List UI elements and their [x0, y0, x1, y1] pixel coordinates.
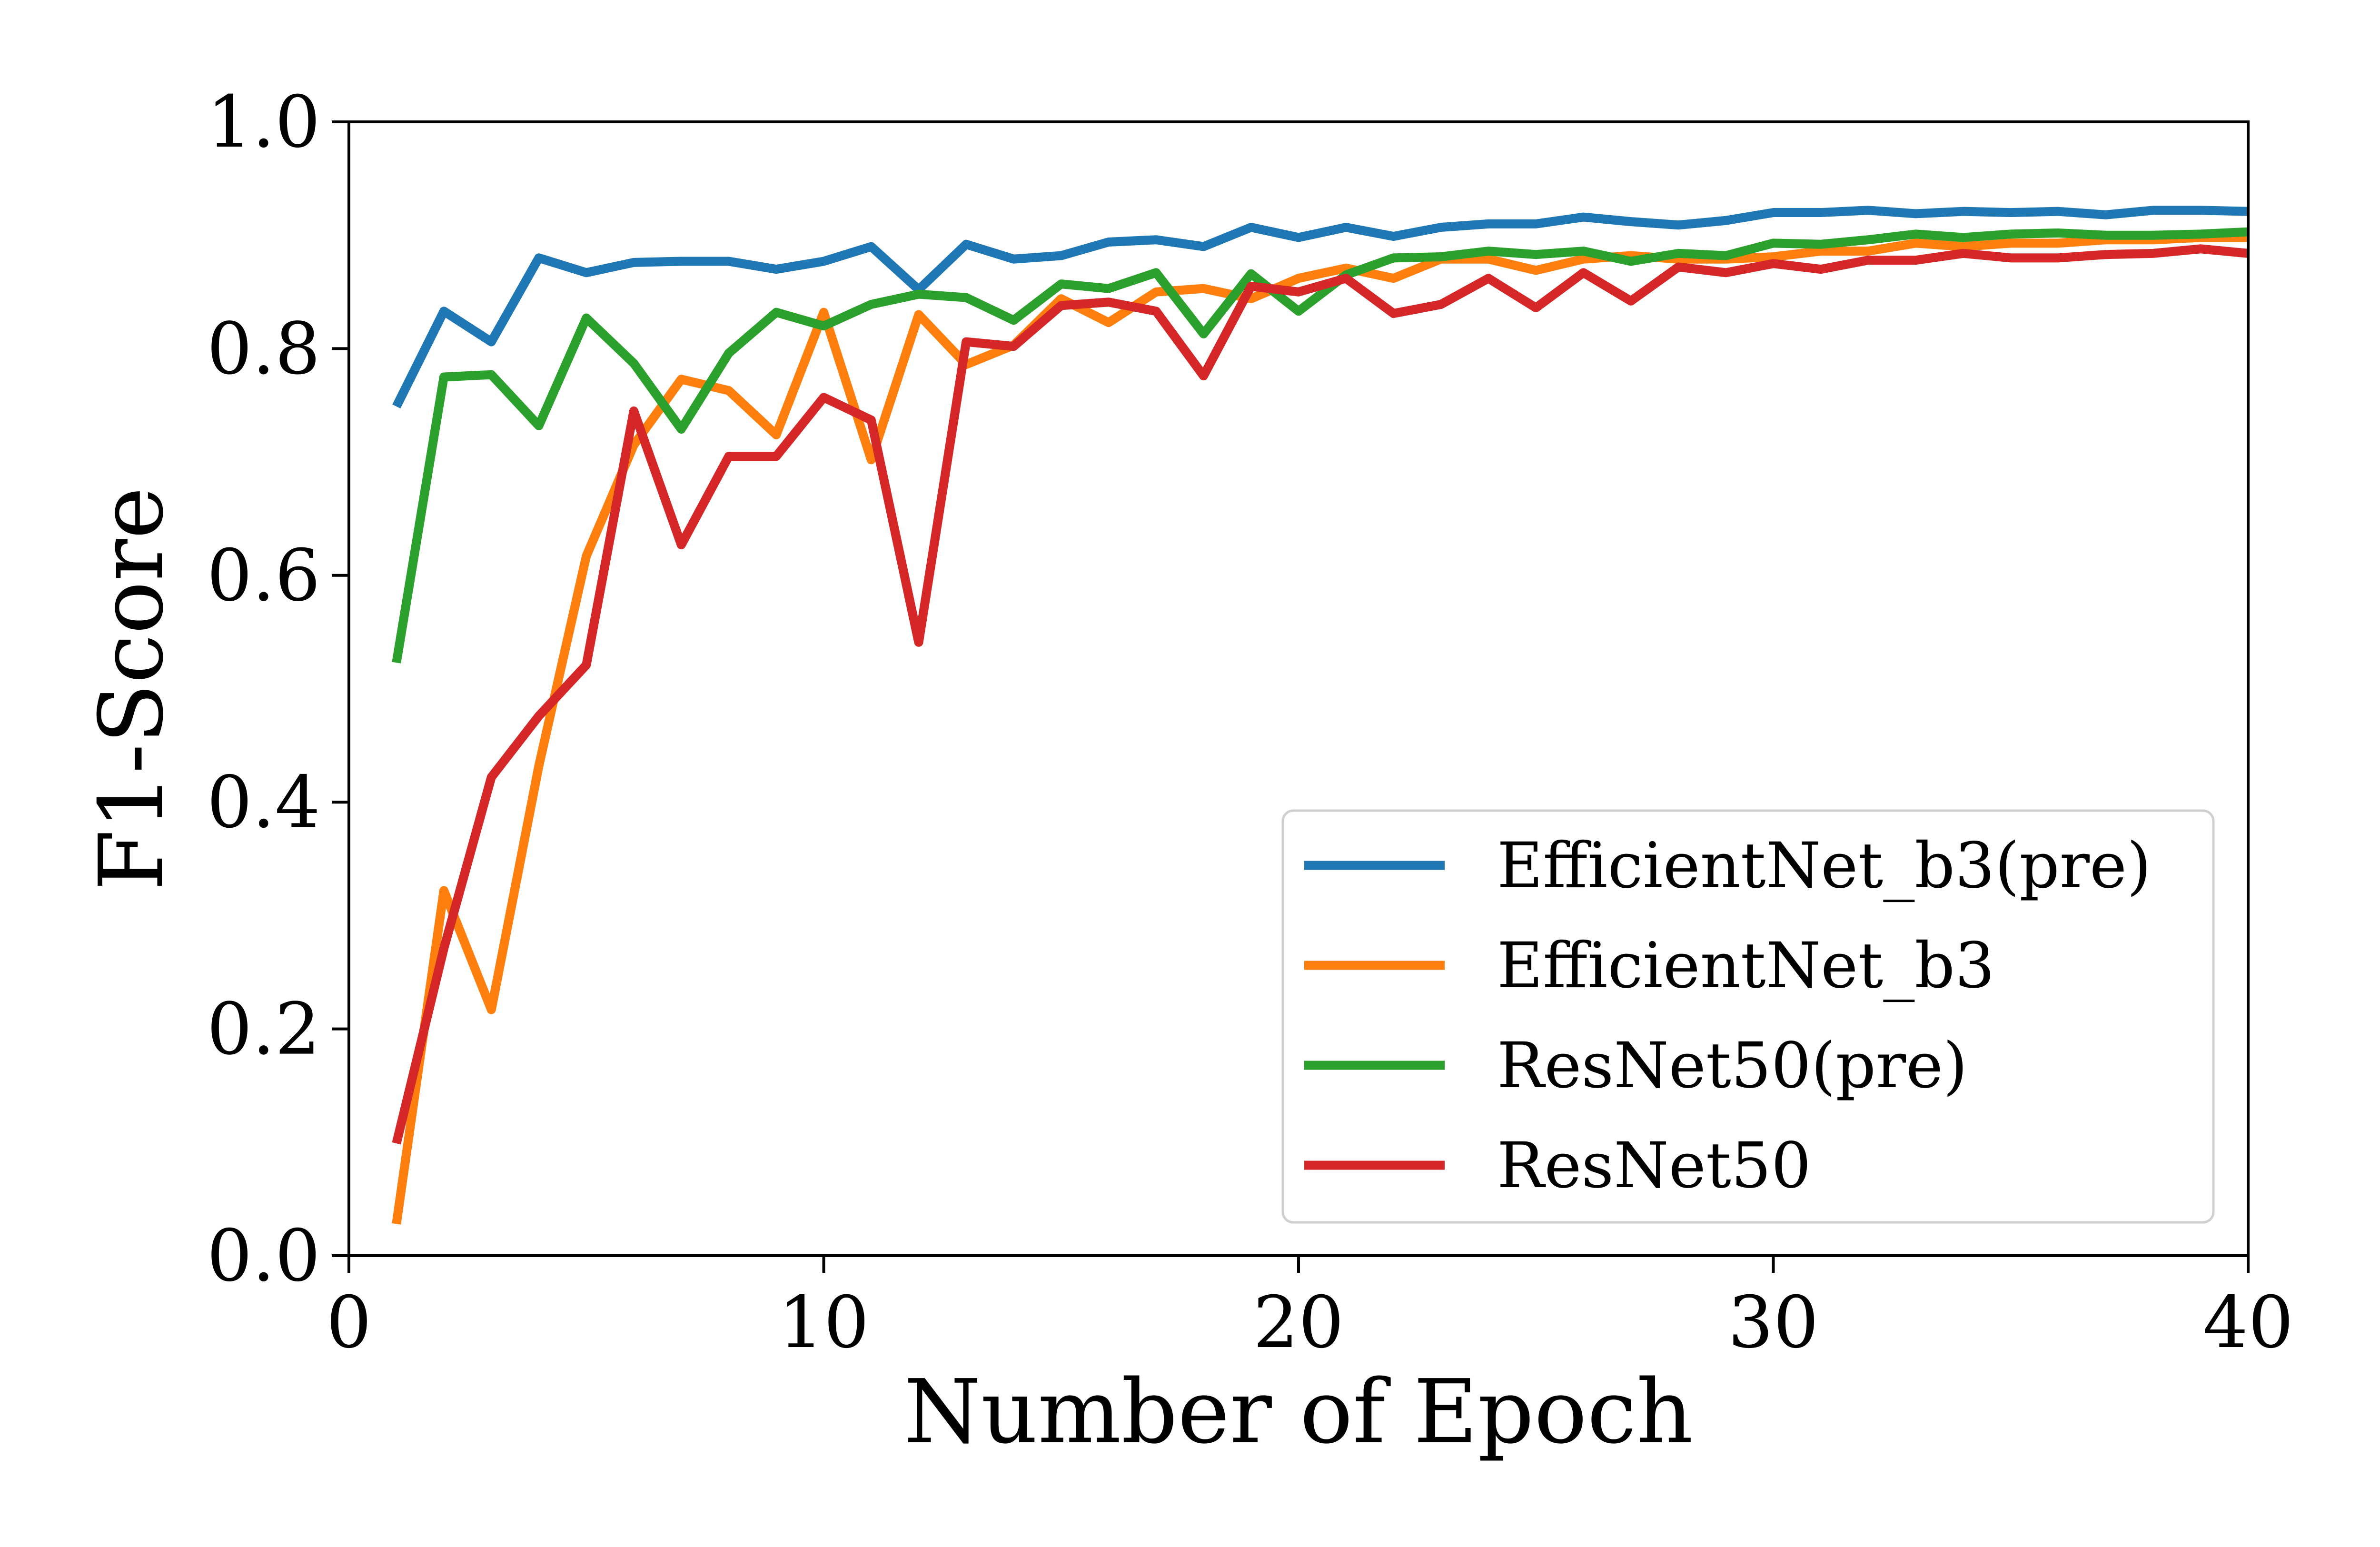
- x-tick-label: 30: [1728, 1281, 1819, 1364]
- y-tick-label: 1.0: [207, 81, 320, 164]
- legend-label: EfficientNet_b3(pre): [1497, 829, 2152, 902]
- y-tick-label: 0.2: [207, 988, 320, 1071]
- y-tick-label: 0.0: [207, 1215, 320, 1298]
- x-tick-label: 20: [1253, 1281, 1344, 1364]
- series-lines: [392, 206, 2249, 1225]
- x-tick-label: 40: [2203, 1281, 2294, 1364]
- x-tick-label: 0: [326, 1281, 371, 1364]
- legend-label: ResNet50(pre): [1497, 1029, 1968, 1102]
- axis-ticks: 0 10 20 30 40 0.0 0.2 0.4 0.6 0.8 1.0: [207, 81, 2293, 1364]
- legend-label: ResNet50: [1497, 1129, 1811, 1202]
- y-tick-label: 0.8: [207, 307, 320, 390]
- series-line-efficientnet-b3-pre: [392, 206, 2249, 409]
- legend-label: EfficientNet_b3: [1497, 929, 1995, 1002]
- y-axis-label: F1-Score: [80, 487, 183, 891]
- x-axis-label: Number of Epoch: [904, 1360, 1693, 1463]
- legend-box: [1281, 809, 2215, 1224]
- legend: EfficientNet_b3(pre) EfficientNet_b3 ResNe…: [1281, 809, 2215, 1224]
- series-line-resnet50-pre: [392, 227, 2249, 664]
- y-tick-label: 0.4: [207, 761, 320, 844]
- x-tick-label: 10: [778, 1281, 869, 1364]
- y-tick-label: 0.6: [207, 535, 320, 617]
- series-line-resnet50: [392, 244, 2249, 1145]
- plot-area-frame: [347, 120, 2250, 1257]
